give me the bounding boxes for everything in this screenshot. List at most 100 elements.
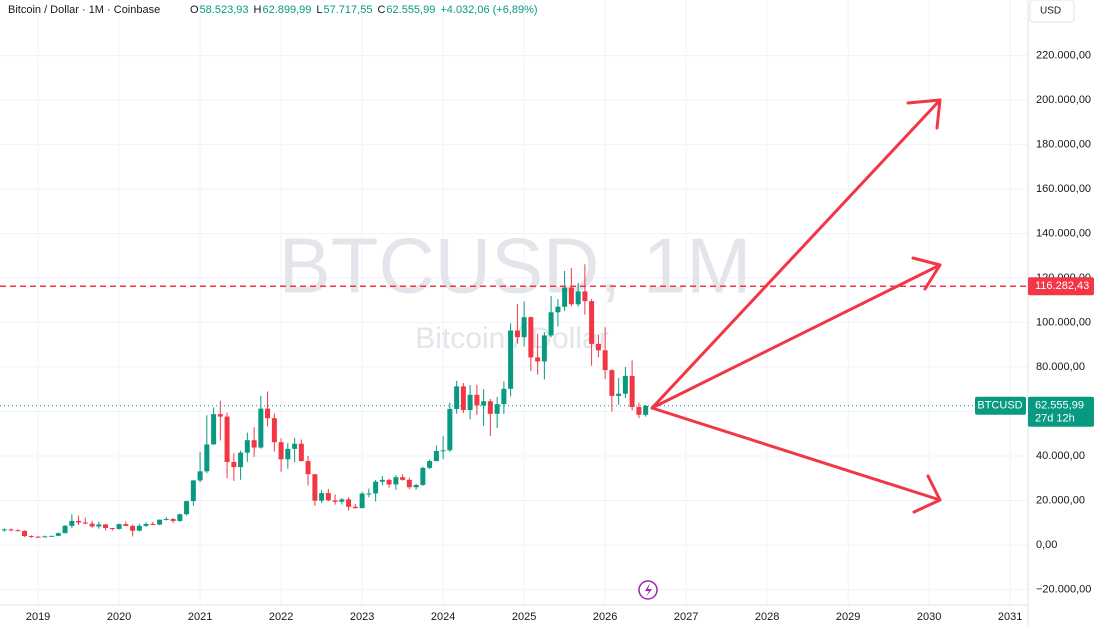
candle-body (251, 440, 257, 448)
candle-body (76, 520, 82, 523)
x-tick-label: 2019 (26, 611, 50, 623)
candle-body (89, 523, 95, 527)
ohlc-label: H (254, 4, 262, 16)
header: Bitcoin / Dollar · 1M · Coinbase O 58.523… (8, 4, 538, 16)
candle-body (197, 471, 203, 481)
ohlc-value: 62.899,99 (262, 4, 311, 16)
candle-body (373, 481, 379, 494)
candle-body (325, 493, 331, 501)
candle-body (123, 524, 129, 526)
x-tick-label: 2022 (269, 611, 293, 623)
ohlc-label: L (316, 4, 322, 16)
arrow-head (911, 256, 942, 291)
candle-body (535, 357, 541, 362)
y-tick-label: 180.000,00 (1036, 138, 1091, 150)
candle-body (69, 520, 75, 526)
candle-body (575, 291, 581, 305)
candle-body (521, 317, 527, 338)
replay-icon[interactable] (638, 580, 658, 600)
change: +4.032,06 (+6,89%) (440, 4, 537, 16)
candle-body (211, 414, 217, 445)
candle-body (622, 375, 628, 394)
candle-body (433, 450, 439, 462)
candle-body (130, 525, 136, 531)
y-tick-label: 0,00 (1036, 539, 1057, 551)
candle-body (420, 467, 426, 486)
price-box (1028, 396, 1094, 427)
candle-body (15, 530, 21, 532)
candle-body (501, 388, 507, 405)
candle-body (636, 407, 642, 415)
y-tick-label: 220.000,00 (1036, 50, 1091, 62)
candle-body (1, 529, 7, 531)
icon-bolt[interactable] (645, 583, 652, 597)
candle-body (319, 493, 325, 501)
y-tick-label: 80.000,00 (1036, 361, 1085, 373)
candle-body (285, 448, 291, 460)
y-tick-label: 40.000,00 (1036, 450, 1085, 462)
y-tick-label: 200.000,00 (1036, 94, 1091, 106)
candle-body (224, 416, 230, 462)
candle-body (467, 394, 473, 411)
candle-body (629, 375, 635, 408)
candle-body (346, 499, 352, 507)
candle-body (96, 524, 102, 527)
watermark: BTCUSD, 1M (279, 222, 751, 310)
candle-body (454, 386, 460, 409)
x-tick-label: 2025 (512, 611, 536, 623)
arrow-head (906, 98, 942, 130)
candle-body (217, 414, 223, 417)
candle-body (474, 394, 480, 406)
candle-body (190, 480, 196, 502)
candle-body (400, 477, 406, 480)
candle-body (244, 440, 250, 453)
candle-body (28, 536, 34, 538)
currency[interactable]: USD (1040, 6, 1061, 17)
currency-box[interactable] (1029, 0, 1075, 23)
arrow-head (912, 474, 942, 514)
candle-body (177, 514, 183, 521)
candle-body (136, 525, 142, 531)
candle-body (602, 350, 608, 371)
symbol-box (975, 396, 1026, 415)
candle-body (305, 461, 311, 475)
candle-body (278, 442, 284, 460)
candle-body (589, 301, 595, 344)
candle-body (447, 408, 453, 451)
symbol-label: BTCUSD (977, 400, 1022, 412)
candle-body (265, 408, 271, 419)
ohlc-value: 58.523,93 (200, 4, 249, 16)
candle-body (460, 386, 466, 411)
symbol: Bitcoin / Dollar · 1M · Coinbase (8, 4, 160, 16)
candle-body (481, 401, 487, 406)
candle-body (555, 306, 561, 313)
candle-body (616, 393, 622, 396)
candle-body (35, 536, 41, 538)
candle-body (386, 479, 392, 485)
candle-body (487, 401, 493, 414)
candle-body (366, 493, 372, 495)
candle-body (541, 335, 547, 362)
candle-body (82, 522, 88, 524)
candle-body (55, 533, 61, 536)
hline-label-box (1028, 277, 1094, 296)
candle-body (440, 450, 446, 452)
candle-body (292, 443, 298, 449)
candle-body (157, 519, 163, 525)
candle-body (352, 506, 358, 509)
candle-body (271, 418, 277, 443)
candle-body (298, 443, 304, 462)
candle-body (548, 312, 554, 336)
y-tick-label: 160.000,00 (1036, 183, 1091, 195)
candle-body (150, 523, 156, 525)
candle-body (379, 479, 385, 482)
candle-body (49, 535, 55, 537)
candle-body (116, 524, 122, 529)
x-tick-label: 2031 (998, 611, 1022, 623)
candle-body (8, 529, 14, 531)
candle-body (568, 287, 574, 305)
countdown: 27d 12h (1035, 413, 1075, 425)
candle-body (595, 343, 601, 351)
